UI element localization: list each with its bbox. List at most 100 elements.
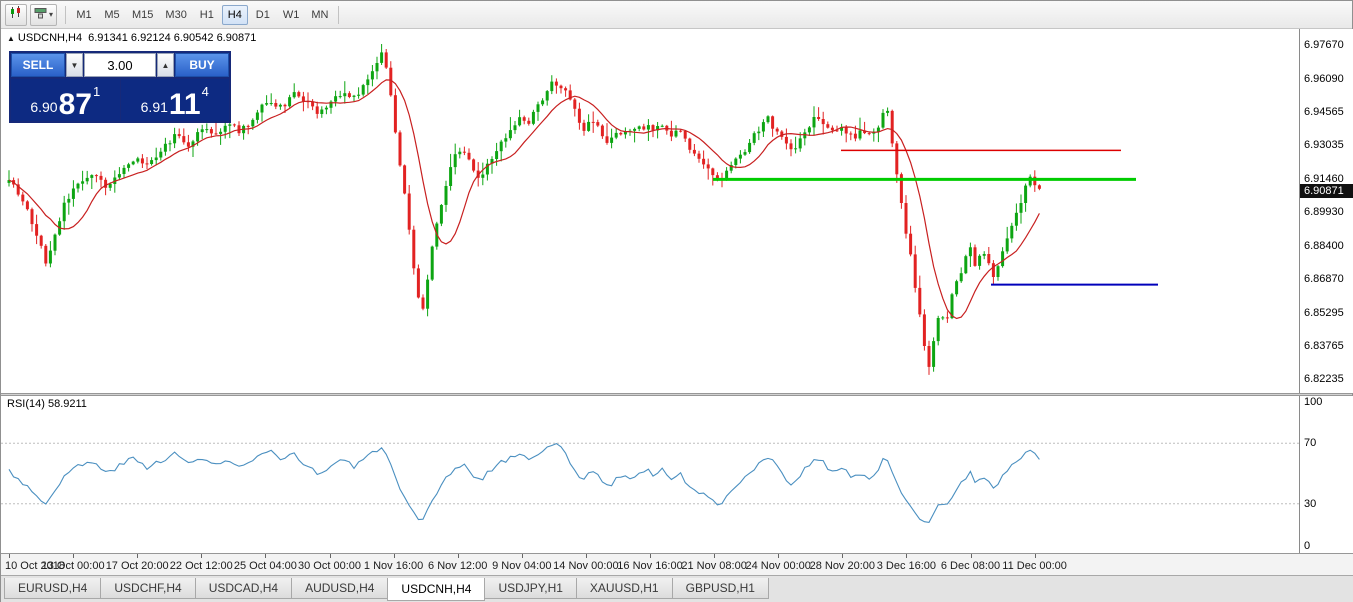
chart-window-icon — [9, 5, 23, 24]
date-tick — [906, 554, 908, 558]
date-axis-label: 6 Dec 08:00 — [940, 560, 1001, 572]
tab-usdcnh-h4[interactable]: USDCNH,H4 — [387, 578, 486, 601]
date-axis-label: 11 Dec 00:00 — [1002, 560, 1067, 572]
date-axis-label: 9 Nov 04:00 — [492, 560, 552, 572]
date-tick — [521, 554, 523, 558]
buy-price-sup: 4 — [201, 84, 209, 99]
date-tick — [137, 554, 139, 558]
price-axis-label: 6.97670 — [1304, 39, 1344, 51]
date-axis-label: 3 Dec 16:00 — [876, 560, 937, 572]
date-axis-label: 10 Oct 2018 — [5, 560, 65, 572]
trend-lines — [713, 149, 1158, 286]
date-tick — [585, 554, 587, 558]
buy-price-display[interactable]: 6.91 11 4 — [120, 79, 229, 121]
price-axis-label: 6.88400 — [1304, 239, 1344, 252]
date-axis-label: 16 Nov 16:00 — [617, 560, 683, 572]
rsi-axis-label: 0 — [1304, 540, 1311, 552]
buy-button[interactable]: BUY — [175, 53, 229, 77]
rsi-axis[interactable]: 100 70 30 0 — [1299, 396, 1353, 553]
date-axis-label: 17 Oct 20:00 — [105, 560, 169, 572]
rsi-axis-label: 100 — [1304, 396, 1323, 408]
price-chart[interactable] — [1, 29, 1299, 393]
date-axis-label: 21 Nov 08:00 — [681, 560, 747, 572]
timeframe-H1[interactable]: H1 — [199, 8, 214, 21]
rsi-axis-label: 30 — [1304, 497, 1317, 510]
date-axis-label: 1 Nov 16:00 — [363, 560, 424, 572]
date-axis-label: 14 Nov 00:00 — [553, 560, 619, 572]
sell-price-sup: 1 — [92, 84, 101, 99]
toolbar-separator — [65, 5, 67, 24]
timeframe-M5[interactable]: M5 — [104, 8, 120, 21]
date-tick — [393, 554, 395, 558]
price-axis-label: 6.94565 — [1304, 106, 1344, 119]
symbol-arrow-icon: ▲ — [7, 34, 15, 43]
one-click-trading-panel: SELL ▼ ▲ BUY 6.90 87 1 6.91 11 4 — [9, 51, 231, 123]
timeframe-buttons: M1 M5 M15 M30 H1 H4 D1 W1 MN — [71, 4, 333, 25]
tab-xauusd-h1[interactable]: XAUUSD,H1 — [575, 578, 673, 599]
sell-price-big: 87 — [58, 87, 92, 121]
chart-symbol: USDCNH,H4 — [17, 32, 83, 44]
tab-usdchf-h4[interactable]: USDCHF,H4 — [100, 578, 196, 599]
chart-properties-icon — [34, 6, 47, 24]
rsi-line — [8, 442, 1040, 524]
tab-gbpusd-h1[interactable]: GBPUSD,H1 — [671, 578, 769, 599]
tab-usdjpy-h1[interactable]: USDJPY,H1 — [484, 578, 577, 599]
candlestick-series — [7, 44, 1041, 375]
timeframe-D1[interactable]: D1 — [255, 8, 270, 21]
chart-window-button[interactable] — [5, 3, 27, 26]
buy-price-big: 11 — [168, 87, 201, 121]
price-axis-label: 6.86870 — [1304, 272, 1344, 285]
sell-price-display[interactable]: 6.90 87 1 — [11, 79, 120, 121]
rsi-indicator-label: RSI(14) 58.9211 — [7, 398, 87, 410]
chart-ohlc-values: 6.91341 6.92124 6.90542 6.90871 — [88, 32, 257, 44]
price-axis-label: 6.85295 — [1304, 306, 1344, 319]
panel-splitter[interactable] — [1, 393, 1352, 396]
date-tick — [201, 554, 203, 558]
price-axis-label: 6.93035 — [1304, 139, 1344, 152]
date-axis-label: 24 Nov 00:00 — [745, 560, 811, 572]
chevron-up-icon: ▲ — [161, 60, 170, 70]
date-axis[interactable]: 10 Oct 2018 13 Oct 00:00 17 Oct 20:00 22 Oc… — [1, 553, 1353, 575]
date-tick — [778, 554, 780, 558]
timeframe-H4[interactable]: H4 — [221, 4, 248, 25]
date-tick — [842, 554, 844, 558]
lot-size-input[interactable] — [84, 53, 156, 77]
buy-price-prefix: 6.91 — [140, 99, 168, 115]
lot-increase-button[interactable]: ▲ — [157, 53, 174, 77]
timeframe-M1[interactable]: M1 — [76, 8, 92, 21]
chevron-down-icon: ▼ — [70, 60, 79, 70]
timeframe-W1[interactable]: W1 — [282, 8, 300, 21]
date-tick — [970, 554, 972, 558]
date-tick — [329, 554, 331, 558]
sell-price-prefix: 6.90 — [30, 99, 58, 115]
date-tick — [265, 554, 267, 558]
dropdown-arrow-icon: ▾ — [49, 10, 54, 19]
main-chart-area: ▲ USDCNH,H4 6.91341 6.92124 6.90542 6.9087… — [1, 29, 1353, 393]
price-axis-label: 6.83765 — [1304, 339, 1344, 352]
price-axis-label: 6.82235 — [1304, 373, 1344, 385]
date-axis-label: 13 Oct 00:00 — [41, 560, 105, 572]
price-axis-label: 6.96090 — [1304, 73, 1344, 86]
price-axis[interactable]: 6.90871 6.97670 6.96090 6.94565 6.93035 6.91… — [1299, 29, 1353, 393]
date-axis-label: 25 Oct 04:00 — [233, 560, 297, 572]
toolbar-separator — [338, 5, 340, 24]
timeframe-M15[interactable]: M15 — [132, 8, 154, 21]
chart-tab-bar: EURUSD,H4 USDCHF,H4 USDCAD,H4 AUDUSD,H4 USDC… — [1, 575, 1353, 602]
current-price-badge: 6.90871 — [1300, 184, 1353, 199]
date-axis-label: 6 Nov 12:00 — [428, 560, 488, 572]
tab-usdcad-h4[interactable]: USDCAD,H4 — [194, 578, 293, 599]
chart-properties-button[interactable]: ▾ — [30, 3, 58, 26]
timeframe-toolbar: ▾ M1 M5 M15 M30 H1 H4 D1 W1 MN — [1, 1, 1352, 29]
tab-eurusd-h4[interactable]: EURUSD,H4 — [4, 578, 102, 599]
date-axis-label: 30 Oct 00:00 — [298, 560, 361, 572]
rsi-panel: RSI(14) 58.9211 100 70 30 0 — [1, 396, 1353, 553]
lot-decrease-button[interactable]: ▼ — [66, 53, 83, 77]
tab-audusd-h4[interactable]: AUDUSD,H4 — [291, 578, 389, 599]
price-axis-label: 6.91460 — [1304, 173, 1344, 186]
timeframe-MN[interactable]: MN — [311, 8, 329, 21]
timeframe-M30[interactable]: M30 — [165, 8, 187, 21]
sell-button[interactable]: SELL — [11, 53, 65, 77]
rsi-chart[interactable] — [1, 396, 1299, 553]
date-tick — [714, 554, 716, 558]
